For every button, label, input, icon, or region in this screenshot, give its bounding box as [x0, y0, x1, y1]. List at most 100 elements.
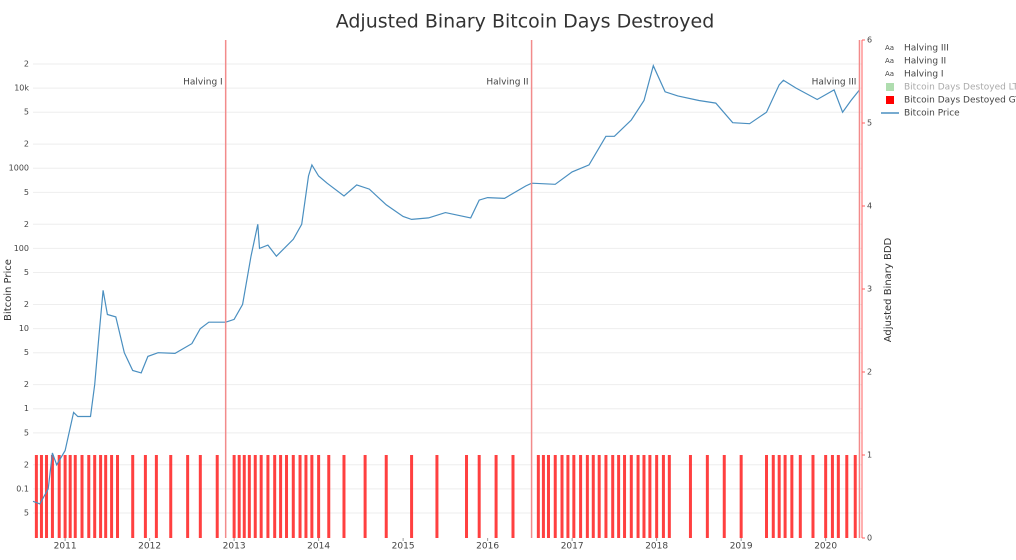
bdd-bar — [648, 455, 652, 538]
bdd-bar — [99, 455, 103, 538]
bdd-bar — [783, 455, 787, 538]
x-tick-label: 2016 — [476, 542, 499, 552]
x-tick-label: 2019 — [730, 542, 753, 552]
bdd-bar — [830, 455, 834, 538]
y-tick-label: 2 — [24, 300, 29, 309]
bdd-bar — [73, 455, 77, 538]
bdd-bar — [242, 455, 246, 538]
bdd-bar — [853, 455, 857, 538]
bdd-bar — [611, 455, 615, 538]
chart-title: Adjusted Binary Bitcoin Days Destroyed — [336, 11, 715, 33]
bdd-bar — [591, 455, 595, 538]
x-tick-label: 2012 — [138, 542, 161, 552]
bdd-bar — [579, 455, 583, 538]
bdd-bar — [636, 455, 640, 538]
x-tick-label: 2014 — [307, 542, 330, 552]
bdd-bar — [477, 455, 481, 538]
bdd-bar — [237, 455, 241, 538]
bdd-bar — [705, 455, 709, 538]
y2-tick-label: 4 — [867, 202, 872, 211]
legend-label: Bitcoin Price — [904, 109, 960, 119]
bdd-bar — [553, 455, 557, 538]
bdd-bar — [50, 455, 54, 538]
bdd-bar — [186, 455, 190, 538]
bdd-bar — [617, 455, 621, 538]
x-tick-label: 2020 — [814, 542, 837, 552]
bdd-bar — [110, 455, 114, 538]
y2-tick-label: 1 — [867, 451, 872, 460]
x-tick-label: 2018 — [645, 542, 668, 552]
bdd-bar — [342, 455, 346, 538]
bdd-bar — [232, 455, 236, 538]
legend-label: Bitcoin Days Destoyed LTA — [904, 83, 1016, 93]
bdd-bar — [279, 455, 283, 538]
y2-tick-label: 6 — [867, 36, 872, 45]
legend-symbol: Aa — [885, 70, 894, 78]
y-tick-label: 2 — [24, 140, 29, 149]
bdd-bar — [34, 455, 38, 538]
bdd-bar — [410, 455, 414, 538]
bdd-bar — [629, 455, 633, 538]
y-tick-label: 1 — [24, 404, 29, 413]
bdd-bar — [273, 455, 277, 538]
x-tick-label: 2013 — [223, 542, 246, 552]
y2-axis-label: Adjusted Binary BDD — [883, 237, 894, 342]
bdd-bar — [688, 455, 692, 538]
bdd-bar — [597, 455, 601, 538]
bdd-bar — [572, 455, 576, 538]
y-tick-label: 2 — [24, 460, 29, 469]
bdd-bar — [546, 455, 550, 538]
bdd-bar — [304, 455, 308, 538]
bdd-bar — [104, 455, 108, 538]
bdd-bar — [80, 455, 84, 538]
bdd-bar — [667, 455, 671, 538]
bdd-bar — [771, 455, 775, 538]
y-tick-label: 5 — [24, 268, 29, 277]
bdd-bar — [566, 455, 570, 538]
bdd-bar — [45, 455, 49, 538]
bdd-bar — [560, 455, 564, 538]
y-tick-label: 1000 — [9, 164, 29, 173]
bdd-bar — [811, 455, 815, 538]
bdd-bar — [541, 455, 545, 538]
legend-swatch — [886, 96, 894, 104]
bdd-bar — [169, 455, 173, 538]
bdd-bar — [215, 455, 219, 538]
y2-tick-label: 2 — [867, 368, 872, 377]
bdd-bar — [739, 455, 743, 538]
bdd-bar — [824, 455, 828, 538]
bdd-bar — [494, 455, 498, 538]
legend-symbol: Aa — [885, 44, 894, 52]
y-tick-label: 10k — [14, 84, 29, 93]
y-tick-label: 2 — [24, 380, 29, 389]
bdd-bar — [604, 455, 608, 538]
bdd-bar — [384, 455, 388, 538]
bdd-bar — [247, 455, 251, 538]
y-tick-label: 5 — [24, 188, 29, 197]
bdd-bar — [642, 455, 646, 538]
bdd-bar — [845, 455, 849, 538]
bdd-bar — [259, 455, 263, 538]
bdd-bar — [327, 455, 331, 538]
x-tick-label: 2015 — [392, 542, 415, 552]
bdd-bar — [836, 455, 840, 538]
bdd-bar — [661, 455, 665, 538]
bdd-bar — [363, 455, 367, 538]
legend-label: Halving I — [904, 70, 944, 80]
price-line — [32, 63, 860, 505]
legend-label: Halving II — [904, 57, 946, 67]
y2-tick-label: 0 — [867, 534, 872, 543]
bdd-bar — [722, 455, 726, 538]
y2-tick-label: 3 — [867, 285, 872, 294]
bdd-bar — [777, 455, 781, 538]
bdd-bar — [68, 455, 72, 538]
bdd-bar — [798, 455, 802, 538]
bdd-bar — [655, 455, 659, 538]
y-axis-label: Bitcoin Price — [3, 259, 14, 321]
bdd-bar — [63, 455, 67, 538]
halving-label: Halving I — [183, 78, 223, 88]
bdd-bar — [143, 455, 147, 538]
y-tick-label: 2 — [24, 220, 29, 229]
bdd-bar — [298, 455, 302, 538]
y-tick-label: 2 — [24, 59, 29, 68]
